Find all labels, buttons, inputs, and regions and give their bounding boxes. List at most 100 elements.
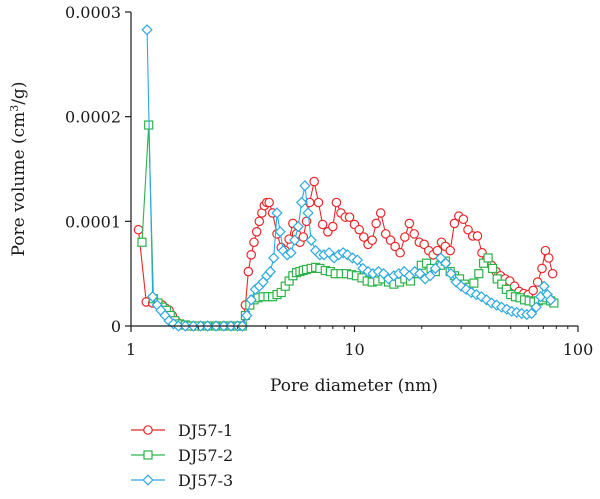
data-point [271,207,283,219]
data-point [414,268,426,280]
data-point [419,239,429,250]
data-point [547,268,558,279]
y-tick-label: 0 [111,317,121,336]
data-point [530,301,542,313]
data-point [483,253,493,263]
data-point [246,250,257,260]
data-point [543,253,554,263]
data-point [264,197,274,208]
series-line [146,29,552,327]
data-point [313,197,324,208]
data-point [264,265,276,278]
y-tick-label: 0.0001 [65,212,121,231]
data-point [480,294,493,306]
data-point [289,234,301,246]
data-point [141,24,153,36]
data-point [445,268,457,280]
data-point [133,224,144,235]
x-tick-label: 100 [563,340,594,359]
legend-swatch-marker [142,474,154,486]
data-point [292,220,304,233]
y-axis-title-tail: /g) [9,82,29,105]
y-tick-label: 0.0003 [65,3,121,22]
data-point [274,226,286,238]
data-point [390,241,400,252]
data-point [404,218,415,229]
data-point [475,291,488,303]
series-dj57-3 [141,24,557,332]
x-tick-label: 10 [344,340,364,359]
y-tick-label: 0.0002 [65,108,121,127]
legend: DJ57-1 DJ57-2 DJ57-3 [131,421,233,490]
data-point [385,235,396,245]
data-point [299,180,311,192]
data-point [538,280,550,292]
data-point [432,245,443,256]
legend-item: DJ57-3 [131,471,233,490]
data-point [245,294,257,306]
data-point [367,235,377,245]
data-point [328,221,338,232]
data-point [532,277,543,287]
data-point [472,231,483,241]
data-point [429,262,441,275]
data-point [400,232,410,242]
data-point [395,247,405,258]
ticks-layer: 0 0.0001 0.0002 0.0003 1 10 100 [65,3,593,359]
data-point [241,309,253,322]
data-point [305,234,317,246]
data-point [545,294,557,306]
data-point [449,218,460,229]
data-point [137,237,147,247]
data-point [525,307,538,320]
data-point [317,219,328,230]
data-point [528,285,538,296]
data-point [298,232,309,242]
data-point [344,212,355,222]
legend-item: DJ57-1 [131,421,233,440]
series-dj57-2 [137,120,559,331]
legend-swatch-marker [143,425,153,435]
data-point [445,245,455,256]
data-point [375,208,386,218]
data-point [268,252,280,264]
legend-label: DJ57-3 [178,471,233,490]
x-tick-label: 1 [126,340,136,359]
data-point [249,237,259,248]
data-point [331,197,342,208]
data-point [463,224,473,235]
data-point [243,266,254,277]
series-layer [133,24,559,332]
x-axis-title: Pore diameter (nm) [270,376,438,396]
data-point [358,232,369,242]
data-point [469,278,479,288]
data-point [537,263,547,274]
legend-label: DJ57-2 [178,446,233,465]
data-point [341,249,354,261]
data-point [254,216,265,227]
data-point [488,263,498,274]
data-point [295,196,308,209]
legend-swatch-marker [143,450,153,460]
y-axis-title-sup: 3 [8,105,21,112]
y-axis-title-main: Pore volume (cm [9,112,29,257]
data-point [351,254,364,266]
data-point [440,257,452,269]
data-point [380,229,391,239]
series-line [141,125,555,327]
data-point [424,270,436,282]
data-point [302,207,314,219]
data-point [357,262,369,275]
data-point [460,283,472,296]
data-point [458,214,469,225]
legend-label: DJ57-1 [178,421,233,440]
y-axis-title: Pore volume (cm3/g) [8,82,29,257]
data-point [147,291,159,303]
data-point [474,269,484,279]
data-point [354,224,365,235]
data-point [309,176,319,187]
data-point [371,218,381,229]
legend-item: DJ57-2 [131,446,233,465]
data-point [285,247,297,259]
